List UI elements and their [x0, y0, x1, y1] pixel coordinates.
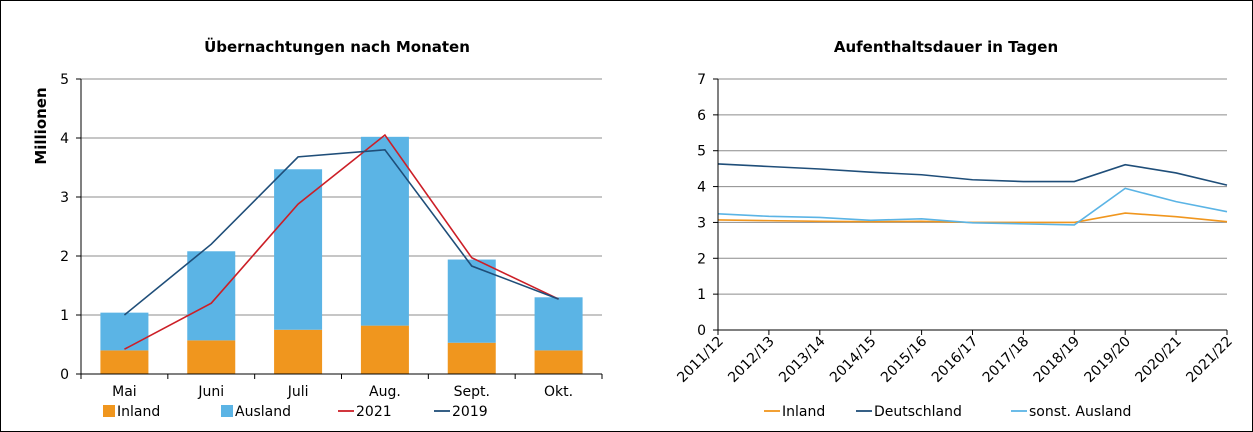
chart1-x-tick-label: Sept. [454, 384, 490, 400]
chart1-legend-label: Inland [117, 404, 160, 420]
chart2-lines [717, 163, 1228, 226]
chart1-line-2021 [124, 133, 559, 350]
chart2-line-deutschland [717, 163, 1228, 186]
chart2-legend-label: sonst. Ausland [1029, 404, 1131, 420]
chart2-x-tick-label: 2016/17 [929, 334, 981, 386]
chart1-gridlines [81, 78, 602, 316]
chart1-bar-inland-3 [360, 325, 409, 374]
chart1-y-tick-label: 4 [60, 131, 69, 147]
chart2-y-tick-label: 5 [697, 144, 706, 160]
chart2-legend-label: Deutschland [874, 404, 962, 420]
chart1-y-tick-label: 2 [60, 249, 69, 265]
chart2-line-inland [717, 212, 1228, 224]
chart2-y-tick-label: 7 [697, 72, 706, 88]
chart2-y-tick-label: 4 [697, 180, 706, 196]
chart1-lines [123, 133, 559, 350]
chart1-x-tick-label: Mai [112, 384, 137, 400]
chart1-y-tick-label: 3 [60, 190, 69, 206]
chart1-bars [100, 136, 583, 374]
overnight-stays-chart: Übernachtungen nach Monaten Millionen 0 1… [32, 37, 603, 420]
chart2-x-tick-label: 2019/20 [1082, 334, 1134, 386]
chart1-y-tick-label: 0 [60, 367, 69, 383]
chart1-bar-inland-2 [274, 329, 323, 374]
chart1-bar-ausland-3 [360, 136, 409, 326]
chart2-x-tick-label: 2017/18 [980, 334, 1032, 386]
chart2-gridlines [718, 78, 1227, 295]
chart2-legend: Inland Deutschland sonst. Ausland [764, 404, 1131, 420]
chart2-line-sonst-ausland [717, 187, 1228, 226]
chart1-title: Übernachtungen nach Monaten [204, 37, 470, 56]
chart1-x-tick-label: Juli [287, 384, 309, 400]
chart2-x-tick-label: 2013/14 [776, 333, 829, 386]
chart2-x-tick-label: 2015/16 [878, 333, 931, 386]
chart1-bar-ausland-2 [274, 169, 323, 330]
chart1-y-tick-label: 5 [60, 72, 69, 88]
chart2-x-tick-label: 2018/19 [1031, 334, 1083, 386]
chart2-x-tick-label: 2014/15 [827, 334, 879, 386]
chart2-x-ticks: 2011/122012/132013/142014/152015/162016/… [674, 330, 1236, 386]
chart1-bar-inland-5 [534, 350, 583, 374]
chart1-legend-swatch-ausland [221, 405, 233, 417]
chart2-y-tick-label: 1 [697, 287, 706, 303]
chart2-y-tick-label: 3 [697, 215, 706, 231]
chart2-x-tick-label: 2012/13 [725, 334, 777, 386]
chart1-line-2019 [123, 148, 559, 316]
chart1-bar-inland-4 [447, 342, 496, 374]
stay-length-chart: Aufenthaltsdauer in Tagen 0 1 2 3 4 5 6 7 2011/… [674, 38, 1236, 420]
chart2-y-tick-label: 0 [697, 323, 706, 339]
chart1-x-tick-label: Okt. [544, 384, 573, 400]
chart1-legend-swatch-inland [103, 405, 115, 417]
chart2-legend-label: Inland [782, 404, 825, 420]
chart1-legend: Inland Ausland 2021 2019 [103, 404, 488, 420]
chart2-x-tick-label: 2020/21 [1132, 334, 1184, 386]
chart1-x-tick-label: Aug. [369, 384, 401, 400]
chart2-y-tick-label: 2 [697, 251, 706, 267]
chart1-legend-label: Ausland [235, 404, 291, 420]
chart1-legend-label: 2021 [356, 404, 392, 420]
chart1-bar-ausland-1 [187, 251, 236, 341]
chart1-bar-ausland-5 [534, 297, 583, 351]
chart2-y-ticks: 0 1 2 3 4 5 6 7 [697, 72, 1227, 339]
chart2-x-tick-label: 2011/12 [674, 334, 726, 386]
chart2-x-tick-label: 2021/22 [1183, 334, 1235, 386]
chart1-bar-ausland-0 [100, 312, 149, 351]
chart1-ylabel: Millionen [32, 87, 50, 164]
chart1-bar-inland-0 [100, 350, 149, 374]
chart1-bar-inland-1 [187, 340, 236, 374]
chart1-y-tick-label: 1 [60, 308, 69, 324]
chart1-x-ticks: Mai Juni Juli Aug. Sept. Okt. [80, 374, 603, 400]
chart2-y-tick-label: 6 [697, 108, 706, 124]
chart1-bar-ausland-4 [447, 259, 496, 343]
chart2-title: Aufenthaltsdauer in Tagen [834, 38, 1058, 56]
chart1-legend-label: 2019 [452, 404, 488, 420]
chart1-x-tick-label: Juni [197, 384, 224, 400]
